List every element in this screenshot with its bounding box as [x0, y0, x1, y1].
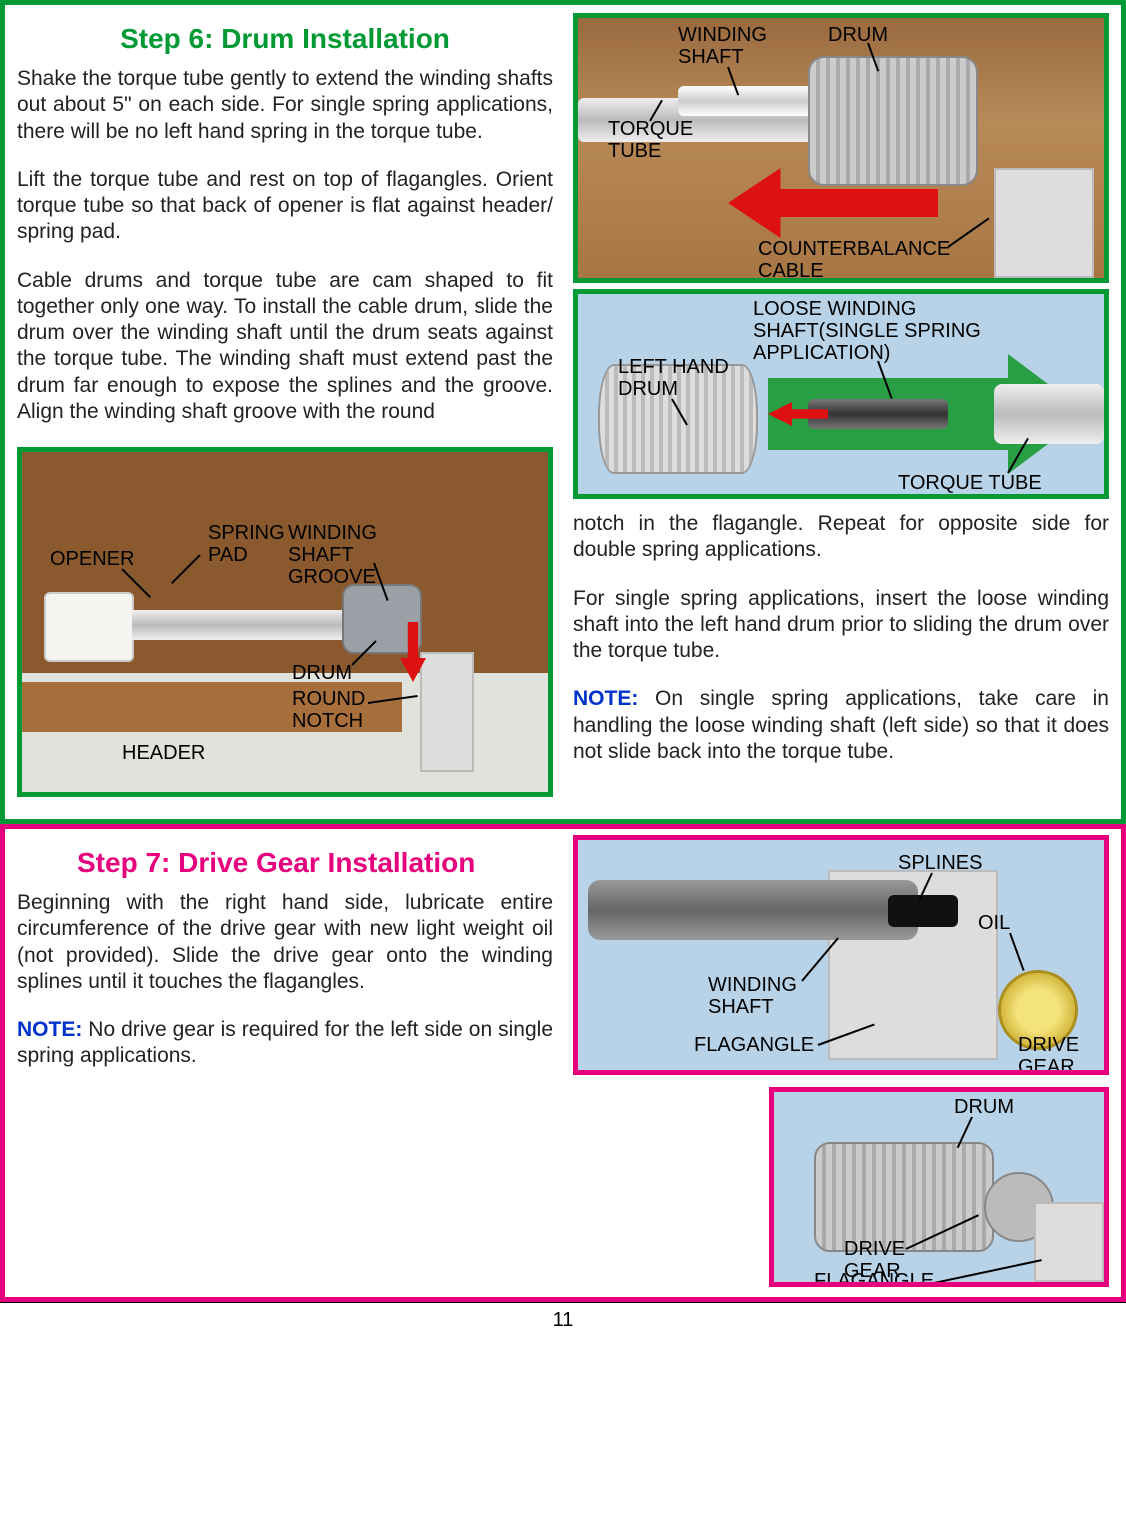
label-spring-pad1: SPRING — [208, 522, 285, 544]
label-header: HEADER — [122, 742, 205, 764]
leader-line — [171, 554, 201, 584]
torque-tube-shape — [994, 384, 1104, 444]
splines-shape — [888, 895, 958, 927]
label-round-notch1: ROUND — [292, 688, 365, 710]
step7-note-text: No drive gear is required for the left s… — [17, 1018, 553, 1067]
label-winding-shaft2: SHAFT — [708, 996, 774, 1018]
step7-right-column: SPLINES OIL WINDING SHAFT FLAGANGLE DRIV… — [563, 829, 1121, 1297]
step6-figure-left: OPENER SPRING PAD WINDING SHAFT GROOVE D… — [17, 447, 553, 797]
label-torque-tube: TORQUE TUBE — [898, 472, 1042, 494]
step6-para3: Cable drums and torque tube are cam shap… — [17, 268, 553, 426]
leader-line — [947, 218, 989, 248]
label-wsg2: SHAFT — [288, 544, 354, 566]
step7-figure-bottom: DRUM DRIVE GEAR FLAGANGLE — [769, 1087, 1109, 1287]
label-flagangle: FLAGANGLE — [814, 1270, 934, 1287]
bracket-shape — [994, 168, 1094, 278]
label-drum: DRUM — [292, 662, 352, 684]
step6-body-right: notch in the flagangle. Repeat for oppos… — [573, 511, 1109, 765]
opener-shape — [44, 592, 134, 662]
step7-body: Beginning with the right hand side, lubr… — [17, 890, 553, 1070]
note-label: NOTE: — [573, 687, 638, 710]
label-loose2: SHAFT(SINGLE SPRING — [753, 320, 981, 342]
step7-figure-top: SPLINES OIL WINDING SHAFT FLAGANGLE DRIV… — [573, 835, 1109, 1075]
label-cb1: COUNTERBALANCE — [758, 238, 950, 260]
label-oil: OIL — [978, 912, 1010, 934]
label-loose3: APPLICATION) — [753, 342, 890, 364]
label-cb2: CABLE — [758, 260, 824, 282]
label-left-drum1: LEFT HAND — [618, 356, 729, 378]
winding-shaft-shape — [588, 880, 918, 940]
leader-line — [1009, 933, 1025, 971]
step7-left-column: Step 7: Drive Gear Installation Beginnin… — [5, 829, 563, 1297]
label-drive-gear2: GEAR — [1018, 1056, 1075, 1075]
label-left-drum2: DRUM — [618, 378, 678, 400]
label-loose1: LOOSE WINDING — [753, 298, 916, 320]
label-drive-gear1: DRIVE — [1018, 1034, 1079, 1056]
label-drum: DRUM — [954, 1096, 1014, 1118]
label-drive-gear1: DRIVE — [844, 1238, 905, 1260]
step7-panel: Step 7: Drive Gear Installation Beginnin… — [0, 824, 1126, 1302]
step6-panel: Step 6: Drum Installation Shake the torq… — [0, 0, 1126, 824]
step6-para-r2: For single spring applications, insert t… — [573, 586, 1109, 665]
label-winding-shaft2: SHAFT — [678, 46, 744, 68]
step6-right-column: WINDING SHAFT DRUM TORQUE TUBE COUNTERBA… — [563, 5, 1121, 819]
label-opener: OPENER — [50, 548, 134, 570]
label-round-notch2: NOTCH — [292, 710, 363, 732]
leader-line — [934, 1259, 1042, 1284]
torque-tube-shape — [132, 610, 362, 640]
winding-shaft-shape — [678, 86, 828, 116]
label-winding-shaft1: WINDING — [678, 24, 767, 46]
label-wsg1: WINDING — [288, 522, 377, 544]
step6-para1: Shake the torque tube gently to extend t… — [17, 66, 553, 145]
label-flagangle: FLAGANGLE — [694, 1034, 814, 1056]
flagangle-bracket-shape — [420, 652, 474, 772]
step6-figure-middle-right: LOOSE WINDING SHAFT(SINGLE SPRING APPLIC… — [573, 289, 1109, 499]
label-drum: DRUM — [828, 24, 888, 46]
step6-left-column: Step 6: Drum Installation Shake the torq… — [5, 5, 563, 819]
drum-shape — [808, 56, 978, 186]
step7-note: NOTE: No drive gear is required for the … — [17, 1017, 553, 1070]
flagangle-bracket-shape — [1034, 1202, 1104, 1282]
page-number: 11 — [0, 1302, 1126, 1348]
step6-note: NOTE: On single spring applications, tak… — [573, 686, 1109, 765]
label-wsg3: GROOVE — [288, 566, 376, 588]
step7-title: Step 7: Drive Gear Installation — [17, 837, 553, 890]
step6-body-left: Shake the torque tube gently to extend t… — [17, 66, 553, 425]
label-spring-pad2: PAD — [208, 544, 248, 566]
label-winding-shaft1: WINDING — [708, 974, 797, 996]
label-splines: SPLINES — [898, 852, 982, 874]
step6-para2: Lift the torque tube and rest on top of … — [17, 167, 553, 246]
step6-title: Step 6: Drum Installation — [17, 13, 553, 66]
step6-note-text: On single spring applications, take care… — [573, 687, 1109, 763]
step7-para1: Beginning with the right hand side, lubr… — [17, 890, 553, 995]
loose-winding-shaft-shape — [808, 399, 948, 429]
step6-figure-top-right: WINDING SHAFT DRUM TORQUE TUBE COUNTERBA… — [573, 13, 1109, 283]
note-label: NOTE: — [17, 1018, 82, 1041]
step6-para-r1: notch in the flagangle. Repeat for oppos… — [573, 511, 1109, 564]
drum-shape — [814, 1142, 994, 1252]
label-torque-tube2: TUBE — [608, 140, 661, 162]
